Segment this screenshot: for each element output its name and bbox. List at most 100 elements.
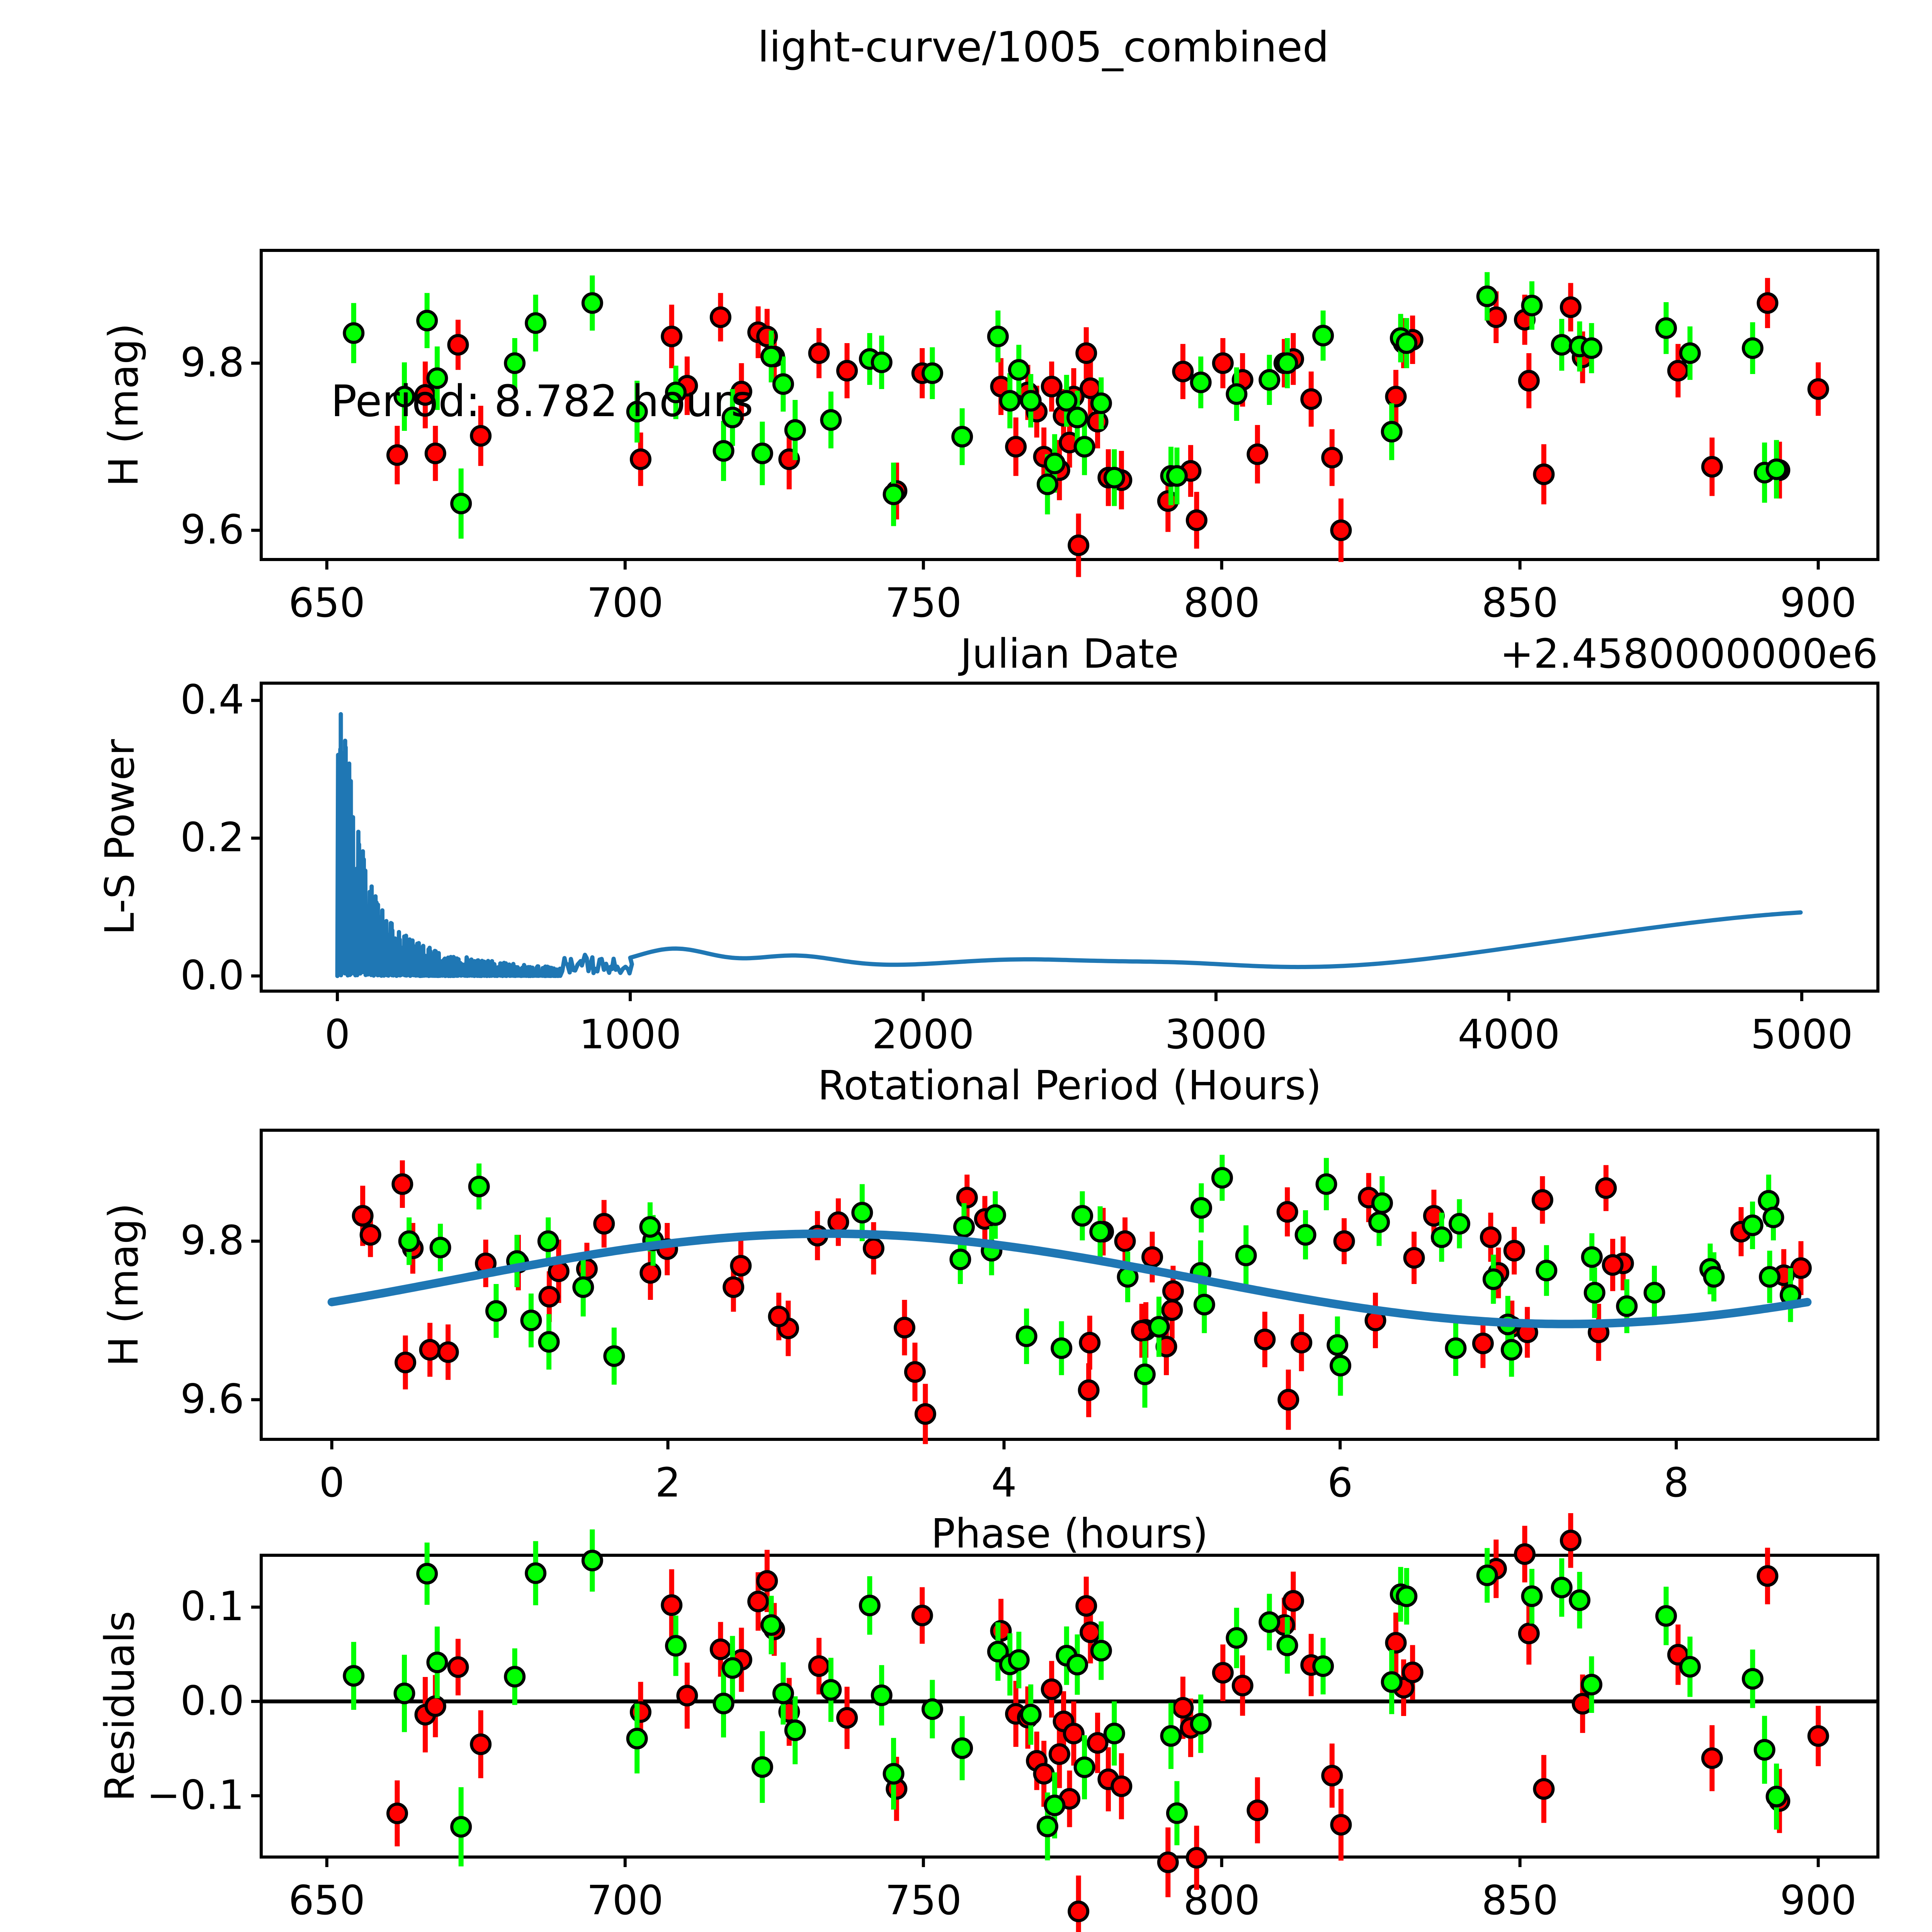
data-point [1041,1678,1063,1700]
data-point [426,1651,448,1673]
data-point [661,1594,683,1616]
data-point [1005,436,1027,458]
x-axis-offset-label: +2.4580000000e6 [1500,1928,1878,1932]
data-point [893,1316,915,1338]
data-point [721,406,743,429]
x-tick-label: 5000 [1751,1011,1853,1058]
data-point [949,1248,971,1270]
data-point [468,1175,490,1197]
data-point [999,390,1021,412]
data-point [984,1204,1006,1226]
data-point [639,1262,662,1284]
data-point [1172,1697,1194,1719]
data-point [1757,292,1779,314]
x-tick-label: 6 [1327,1459,1353,1506]
data-point [1056,390,1078,412]
data-point [1071,1205,1094,1227]
data-point [1193,1294,1215,1316]
data-point [538,1286,560,1308]
data-point [1580,337,1602,359]
data-point [1602,1254,1624,1276]
data-point [1033,1763,1055,1785]
data-point [1008,1649,1030,1671]
data-point [450,1816,472,1838]
data-point [1765,458,1787,480]
data-point [1518,1622,1540,1645]
data-point [1148,1316,1170,1338]
data-point [1020,390,1042,412]
y-tick-label: −0.1 [146,1771,244,1818]
data-point [629,1701,651,1723]
data-point [1277,1389,1299,1411]
data-point [883,1763,905,1785]
data-point [756,1570,778,1592]
data-point [629,448,651,470]
data-point [1041,376,1063,398]
data-point [343,322,365,344]
data-point [1276,1634,1298,1656]
data-point [1482,1268,1504,1290]
data-point [1114,1230,1136,1252]
x-tick-label: 650 [289,579,366,626]
data-point [626,1728,648,1750]
data-point [1616,1295,1638,1317]
data-point [836,360,858,382]
data-point [581,1549,603,1571]
data-point [723,1276,745,1298]
data-point [1385,1632,1407,1654]
x-tick-label: 750 [885,579,962,626]
data-point [1533,1778,1555,1800]
data-point [1008,359,1030,381]
data-point [1476,1564,1498,1586]
data-point [1190,1713,1212,1735]
data-point [1276,1201,1298,1223]
data-point [820,409,842,431]
x-tick-label: 3000 [1165,1011,1267,1058]
data-point [1521,1585,1543,1607]
data-point [1759,1266,1781,1288]
data-point [1330,519,1352,541]
data-point [1160,1725,1182,1747]
x-tick-label: 0 [319,1459,345,1506]
data-point [987,1641,1009,1663]
data-point [665,1635,687,1657]
y-tick-label: 9.6 [180,1375,244,1422]
data-point [1480,1226,1502,1248]
data-point [784,1719,806,1741]
x-tick-label: 1000 [579,1011,682,1058]
data-point [1212,352,1234,374]
data-point [1254,1328,1276,1350]
data-point [1226,1627,1248,1649]
data-point [1235,1245,1257,1267]
y-tick-label: 0.0 [180,1677,244,1724]
data-point [709,306,731,328]
data-point [1247,443,1269,465]
data-point [1396,332,1418,354]
data-point [1162,1280,1184,1302]
data-point [1166,465,1188,487]
x-tick-label: 700 [587,579,664,626]
data-point [1445,1337,1467,1359]
data-point [1079,1332,1101,1354]
data-point [1551,1577,1573,1599]
data-point [1703,1266,1725,1288]
data-point [393,1682,415,1704]
data-point [603,1345,625,1367]
data-point [1449,1213,1471,1235]
data-point [1300,388,1322,410]
data-point [424,1695,446,1717]
x-tick-label: 850 [1481,1877,1558,1924]
data-point [1103,1723,1125,1745]
data-point [751,442,773,464]
x-axis-offset-label: +2.4580000000e6 [1500,630,1878,677]
data-point [391,1173,413,1195]
data-point [921,1698,943,1720]
data-point [1595,1177,1617,1199]
data-point [525,312,547,334]
data-point [447,1656,469,1678]
data-point [1560,296,1582,318]
data-point [1063,1723,1085,1745]
data-point [520,1310,542,1332]
data-point [1321,447,1343,469]
